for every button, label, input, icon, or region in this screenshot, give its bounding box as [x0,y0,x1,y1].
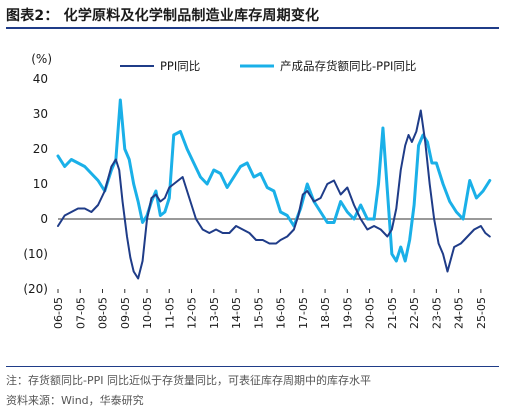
y-tick-label: 40 [33,72,48,86]
series-line-ppi-yoy [57,109,491,280]
x-tick-label: 07-05 [74,297,87,329]
x-tick-label: 08-05 [97,297,110,329]
x-tick-label: 24-05 [453,297,466,329]
axes: (%) 40 30 20 10 0 (10) (20) 06-05 07-05 08-05 09-05… [23,52,492,329]
x-tick-label: 15-05 [252,297,265,329]
x-tick-label: 06-05 [52,297,65,329]
y-tick-label: (20) [23,282,48,296]
chart-note: 注：存货额同比-PPI 同比近似于存货量同比，可表征库存周期中的库存水平 [6,374,371,387]
x-tick-label: 25-05 [475,297,488,329]
x-tick-label: 16-05 [275,297,288,329]
line-chart: (%) 40 30 20 10 0 (10) (20) 06-05 07-05 08-05 09-05… [23,52,492,329]
legend-label-ppi-yoy: PPI同比 [160,59,200,73]
x-tick-label: 11-05 [163,297,176,329]
footer-rule [6,366,499,367]
series-layer [56,98,492,280]
legend-label-inventory-minus-ppi: 产成品存货额同比-PPI同比 [280,59,416,73]
x-tick-label: 20-05 [364,297,377,329]
y-tick-label: 10 [33,177,48,191]
x-tick-label: 17-05 [297,297,310,329]
y-tick-label: 0 [40,212,48,226]
x-tick-label: 09-05 [119,297,132,329]
y-tick-label: 20 [33,142,48,156]
x-tick-label: 22-05 [408,297,421,329]
series-line-inventory-minus-ppi [56,98,492,263]
chart-source: 资料来源：Wind，华泰研究 [6,394,144,407]
x-tick-label: 12-05 [186,297,199,329]
x-tick-label: 18-05 [319,297,332,329]
x-tick-label: 23-05 [430,297,443,329]
x-tick-label: 14-05 [230,297,243,329]
x-tick-label: 13-05 [208,297,221,329]
legend: PPI同比 产成品存货额同比-PPI同比 [120,59,416,73]
title-rule [6,27,499,29]
y-tick-label: (10) [23,247,48,261]
figure-title: 图表2： 化学原料及化学制品制造业库存周期变化 [6,8,320,24]
x-tick-label: 21-05 [386,297,399,329]
y-unit-label: (%) [31,52,52,66]
y-tick-label: 30 [33,107,48,121]
x-tick-label: 19-05 [341,297,354,329]
x-tick-label: 10-05 [141,297,154,329]
